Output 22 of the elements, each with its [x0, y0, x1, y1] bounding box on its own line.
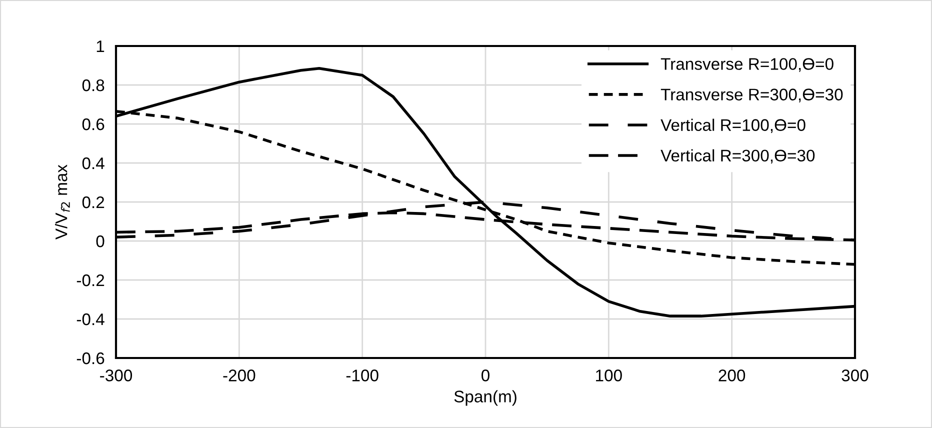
y-tick-label: -0.6 — [76, 352, 104, 364]
y-tick-label: -0.2 — [76, 274, 104, 286]
x-tick-label: -100 — [346, 370, 378, 382]
y-axis-title: V/V$_{f2}$ max — [54, 164, 70, 240]
x-axis-title: Span(m) — [454, 390, 516, 406]
y-tick-label: -0.4 — [76, 313, 104, 326]
x-tick-label: 0 — [482, 370, 490, 382]
y-tick-label: 0 — [96, 235, 104, 248]
x-tick-label: 200 — [718, 370, 746, 382]
legend-label: Vertical R=100,Ө=0 — [660, 118, 806, 133]
x-tick-label: -300 — [100, 370, 132, 382]
legend-label: Transverse R=100,Ө=0 — [660, 58, 834, 72]
y-tick-label: 0.8 — [82, 79, 104, 92]
legend-label: Transverse R=300,Ө=30 — [660, 88, 843, 102]
x-tick-label: 100 — [596, 370, 622, 382]
y-tick-label: 0.6 — [82, 118, 104, 130]
y-tick-label: 0.4 — [82, 157, 104, 170]
y-tick-label: 0.2 — [82, 196, 104, 208]
y-tick-label: 1 — [96, 40, 104, 52]
x-tick-label: 300 — [842, 370, 868, 382]
legend-label: Vertical R=300,Ө=30 — [660, 149, 815, 164]
x-tick-label: -200 — [223, 370, 256, 382]
